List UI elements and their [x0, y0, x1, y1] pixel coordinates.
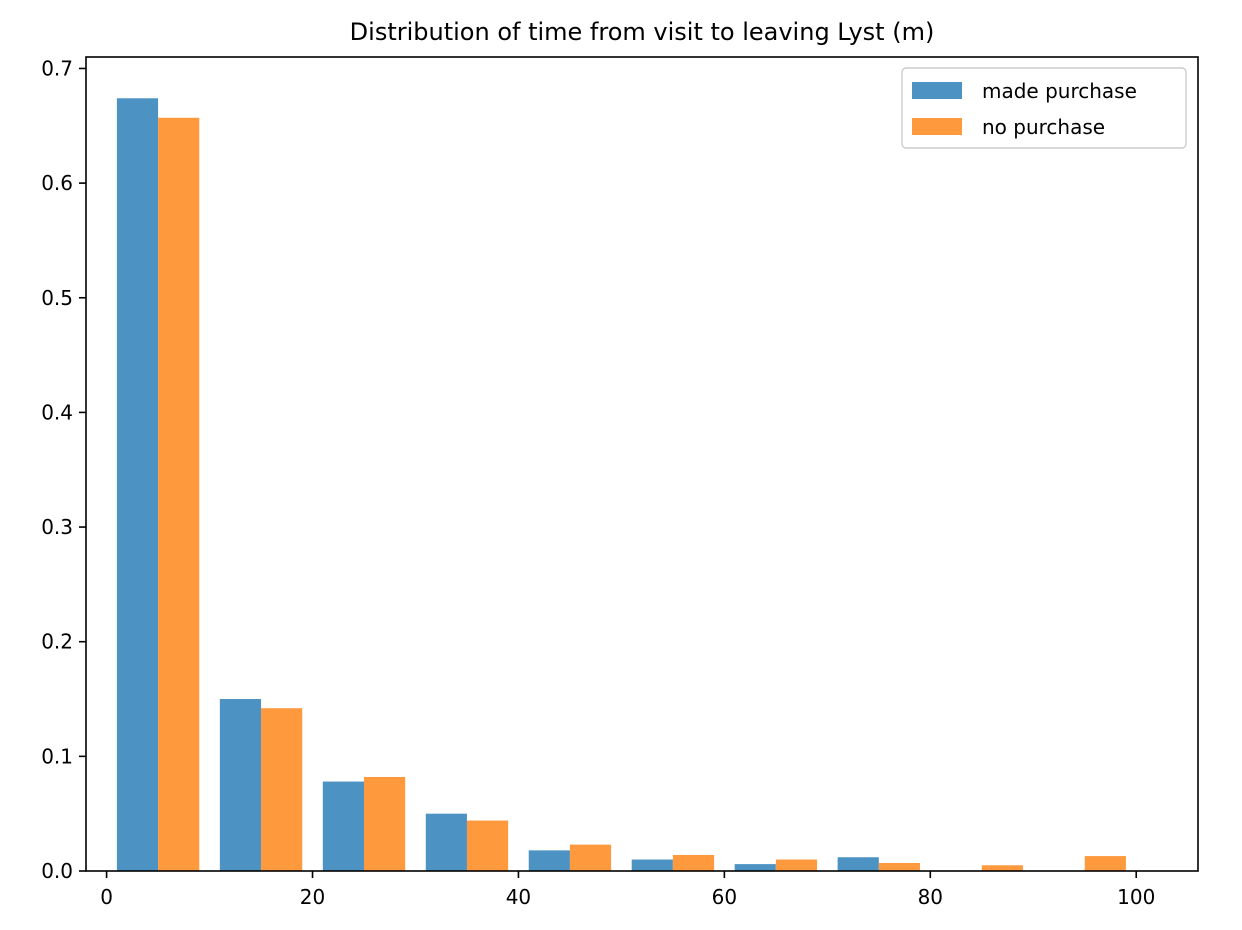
- bar-no-purchase-2: [364, 776, 406, 871]
- y-tick-label: 0.4: [41, 400, 73, 424]
- bar-no-purchase-8: [981, 865, 1023, 871]
- chart-title: Distribution of time from visit to leavi…: [350, 18, 935, 46]
- bar-made-purchase-6: [734, 864, 776, 871]
- y-axis: 0.0 0.1 0.2 0.3 0.4 0.5 0.6 0.7: [41, 56, 86, 883]
- y-tick-label: 0.6: [41, 171, 73, 195]
- x-tick-label: 80: [918, 885, 943, 909]
- bar-no-purchase-9: [1084, 856, 1126, 871]
- bar-no-purchase-3: [466, 820, 509, 871]
- x-tick-label: 60: [712, 885, 737, 909]
- y-tick-label: 0.0: [41, 859, 73, 883]
- legend-label: no purchase: [982, 115, 1105, 139]
- legend-box: [901, 67, 1187, 149]
- y-tick-label: 0.7: [41, 56, 73, 80]
- legend: made purchase no purchase: [901, 67, 1187, 149]
- y-tick-label: 0.5: [41, 286, 73, 310]
- legend-swatch: [912, 82, 962, 99]
- bar-no-purchase-4: [569, 844, 612, 871]
- bar-made-purchase-2: [322, 781, 364, 871]
- bar-made-purchase-3: [425, 813, 467, 871]
- y-tick-label: 0.2: [41, 630, 73, 654]
- legend-label: made purchase: [982, 79, 1137, 103]
- bars-group: [116, 98, 1126, 872]
- bar-no-purchase-6: [775, 859, 818, 871]
- bar-no-purchase-1: [261, 708, 303, 871]
- bar-made-purchase-1: [219, 699, 262, 871]
- x-tick-label: 100: [1117, 885, 1155, 909]
- bar-no-purchase-5: [672, 854, 715, 871]
- bar-no-purchase-0: [158, 117, 200, 872]
- y-tick-label: 0.3: [41, 515, 73, 539]
- bar-made-purchase-0: [116, 98, 159, 871]
- bar-made-purchase-5: [631, 859, 673, 871]
- bar-no-purchase-7: [878, 862, 920, 871]
- plot-frame: [85, 56, 1199, 872]
- legend-swatch: [912, 118, 962, 135]
- y-tick-label: 0.1: [41, 744, 73, 768]
- bar-made-purchase-4: [528, 850, 570, 871]
- x-tick-label: 20: [300, 885, 325, 909]
- x-tick-label: 0: [100, 885, 113, 909]
- x-tick-label: 40: [506, 885, 531, 909]
- x-axis: 0 20 40 60 80 100: [100, 871, 1155, 909]
- bar-made-purchase-7: [837, 857, 879, 871]
